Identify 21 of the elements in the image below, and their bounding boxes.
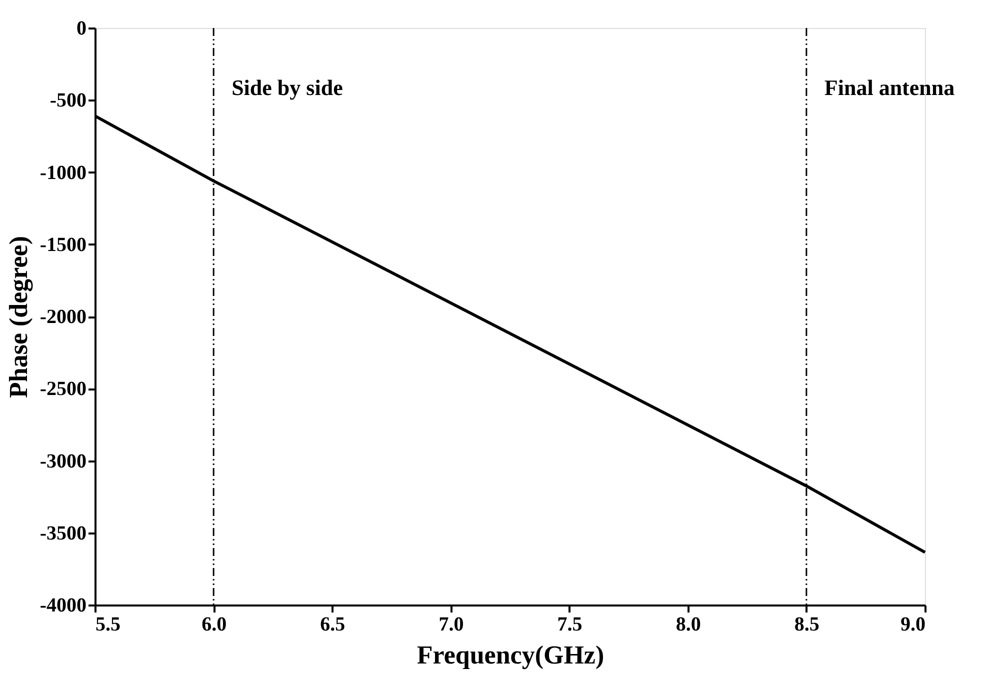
ref-line-label: Side by side [232,75,344,100]
y-tick-label: -2000 [40,306,86,328]
x-tick-label: 6.5 [320,614,346,636]
x-tick-label: 7.5 [557,614,582,636]
x-tick-label: 7.0 [438,614,464,636]
y-tick-label: -3500 [40,522,86,544]
x-tick-label: 8.0 [676,614,701,636]
y-tick-label: -4000 [40,594,86,616]
x-tick-label: 6.0 [202,614,227,636]
y-tick-label: -3000 [40,450,86,472]
ref-line-label: Final antenna [824,75,955,100]
y-tick-label: -1000 [40,162,86,184]
y-tick-label: -2500 [40,378,86,400]
x-tick-label: 5.5 [96,614,120,636]
x-axis-title: Frequency(GHz) [416,640,604,670]
x-tick-label: 9.0 [900,614,926,636]
x-tick-label: 8.5 [794,614,820,636]
y-tick-label: -500 [50,90,86,112]
y-axis-title: Phase (degree) [4,236,33,398]
y-tick-label: -1500 [40,234,86,256]
y-tick-label: 0 [76,18,86,40]
